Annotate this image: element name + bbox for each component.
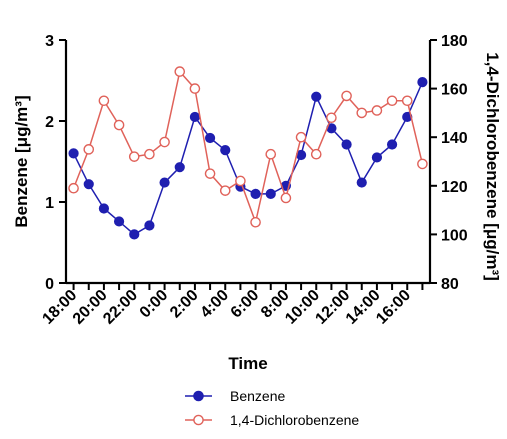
1-4-dichlorobenzene-point	[98, 95, 110, 107]
benzene-point	[220, 145, 231, 156]
legend-1-4-dichlorobenzene-label: 1,4-Dichlorobenzene	[230, 412, 359, 428]
x-tick-label: 2:00	[167, 287, 202, 322]
benzene-point	[265, 188, 276, 199]
1-4-dichlorobenzene-point	[401, 95, 413, 107]
benzene-point	[189, 111, 201, 123]
1-4-dichlorobenzene-point	[371, 105, 383, 116]
right-y-tick-label: 180	[441, 33, 468, 50]
x-tick-label: 22:00	[100, 287, 141, 328]
right-y-axis-title: 1,4-Dichlorobenzene [μg/m³]	[483, 52, 502, 281]
1-4-dichlorobenzene-point	[235, 175, 246, 187]
1-4-dichlorobenzene-point	[174, 66, 186, 77]
benzene-point	[341, 139, 352, 150]
1-4-dichlorobenzene-point	[159, 136, 170, 148]
1-4-dichlorobenzene-point	[144, 148, 155, 160]
benzene-point	[83, 179, 94, 190]
1-4-dichlorobenzene-point	[204, 168, 216, 179]
benzene-point	[371, 152, 383, 163]
x-tick-label: 0:00	[137, 287, 172, 322]
1-4-dichlorobenzene-point	[280, 192, 292, 204]
benzene-point	[113, 216, 125, 227]
x-tick-label: 6:00	[228, 287, 263, 322]
legend-benzene-marker	[193, 390, 204, 402]
1-4-dichlorobenzene-series-line	[72, 69, 424, 225]
left-y-tick-label: 3	[45, 33, 54, 50]
left-y-tick-label: 2	[45, 114, 54, 131]
1-4-dichlorobenzene-point	[189, 83, 201, 94]
benzene-point	[98, 203, 110, 214]
1-4-dichlorobenzene-point	[68, 182, 79, 194]
legend-1-4-dichlorobenzene-marker	[193, 414, 204, 426]
benzene-point	[174, 162, 185, 173]
1-4-dichlorobenzene-point	[128, 151, 140, 162]
1-4-dichlorobenzene-point	[295, 131, 307, 143]
legend: Benzene 1,4-Dichlorobenzene	[185, 388, 359, 428]
benzene-point	[417, 77, 428, 88]
legend-benzene-label: Benzene	[230, 388, 285, 404]
1-4-dichlorobenzene-point	[219, 185, 231, 196]
1-4-dichlorobenzene-point	[356, 107, 368, 119]
right-y-tick-label: 100	[441, 227, 468, 244]
left-y-axis-title: Benzene [μg/m³]	[12, 95, 31, 227]
benzene-point	[144, 220, 155, 231]
x-tick-label: 4:00	[197, 287, 232, 322]
left-y-tick-label: 1	[45, 195, 54, 212]
benzene-point	[68, 148, 79, 159]
benzene-series-line	[72, 81, 424, 236]
x-tick-label: 16:00	[373, 287, 414, 328]
left-y-tick-label: 0	[45, 276, 54, 293]
axes-layer: 01238010012014016018018:0020:0022:000:00…	[39, 33, 467, 328]
series-layer	[68, 66, 428, 240]
benzene-point	[129, 229, 140, 240]
benzene-point	[311, 91, 322, 102]
1-4-dichlorobenzene-point	[83, 144, 95, 155]
right-y-tick-label: 160	[441, 82, 468, 99]
benzene-point	[204, 132, 216, 144]
benzene-point	[159, 177, 170, 188]
1-4-dichlorobenzene-point	[326, 112, 337, 124]
1-4-dichlorobenzene-point	[386, 95, 398, 107]
1-4-dichlorobenzene-point	[250, 216, 261, 228]
1-4-dichlorobenzene-point	[310, 148, 322, 160]
right-y-tick-label: 80	[441, 276, 459, 293]
right-y-tick-label: 120	[441, 179, 468, 196]
1-4-dichlorobenzene-point	[265, 148, 277, 160]
benzene-point	[356, 177, 367, 188]
1-4-dichlorobenzene-point	[341, 90, 352, 102]
x-axis-title: Time	[228, 354, 267, 373]
1-4-dichlorobenzene-point	[417, 158, 428, 170]
1-4-dichlorobenzene-point	[113, 119, 125, 131]
benzene-point	[250, 188, 261, 199]
benzene-point	[386, 139, 398, 150]
right-y-tick-label: 140	[441, 130, 468, 147]
